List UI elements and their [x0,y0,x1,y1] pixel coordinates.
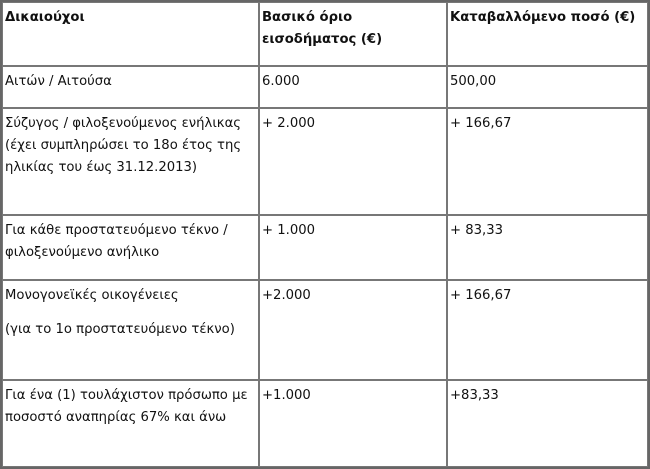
beneficiary-note: (για το 1ο προστατευόμενο τέκνο) [5,322,235,337]
header-income-limit: Βασικό όριο εισοδήματος (€) [259,2,447,66]
income-limit-cell: 6.000 [259,66,447,108]
amount-cell: + 83,33 [447,215,648,280]
table-row: Αιτών / Αιτούσα 6.000 500,00 [2,66,648,108]
income-limit-cell: + 2.000 [259,108,447,215]
beneficiary-text: Αιτών / Αιτούσα [5,74,112,89]
table-row: Για ένα (1) τουλάχιστον πρόσωπο με ποσοσ… [2,380,648,467]
amount-cell: 500,00 [447,66,648,108]
header-amount: Καταβαλλόμενο ποσό (€) [447,2,648,66]
income-limit-cell: +2.000 [259,280,447,380]
table-row: Σύζυγος / φιλοξενούμενος ενήλικας (έχει … [2,108,648,215]
amount-cell: +83,33 [447,380,648,467]
beneficiary-cell: Σύζυγος / φιλοξενούμενος ενήλικας (έχει … [2,108,259,215]
beneficiary-text: Μονογονεϊκές οικογένειες [5,288,179,303]
beneficiary-text: Για κάθε προστατευόμενο τέκνο / φιλοξενο… [5,223,228,260]
table-row: Μονογονεϊκές οικογένειες (για το 1ο προσ… [2,280,648,380]
amount-cell: + 166,67 [447,108,648,215]
beneficiary-text: Για ένα (1) τουλάχιστον πρόσωπο με ποσοσ… [5,388,248,425]
income-limit-cell: +1.000 [259,380,447,467]
table-header-row: Δικαιούχοι Βασικό όριο εισοδήματος (€) Κ… [2,2,648,66]
income-limit-cell: + 1.000 [259,215,447,280]
header-beneficiaries: Δικαιούχοι [2,2,259,66]
beneficiary-cell: Για κάθε προστατευόμενο τέκνο / φιλοξενο… [2,215,259,280]
beneficiary-cell: Αιτών / Αιτούσα [2,66,259,108]
beneficiary-text: Σύζυγος / φιλοξενούμενος ενήλικας (έχει … [5,116,242,175]
amount-cell: + 166,67 [447,280,648,380]
beneficiary-cell: Για ένα (1) τουλάχιστον πρόσωπο με ποσοσ… [2,380,259,467]
table-row: Για κάθε προστατευόμενο τέκνο / φιλοξενο… [2,215,648,280]
beneficiary-cell: Μονογονεϊκές οικογένειες (για το 1ο προσ… [2,280,259,380]
